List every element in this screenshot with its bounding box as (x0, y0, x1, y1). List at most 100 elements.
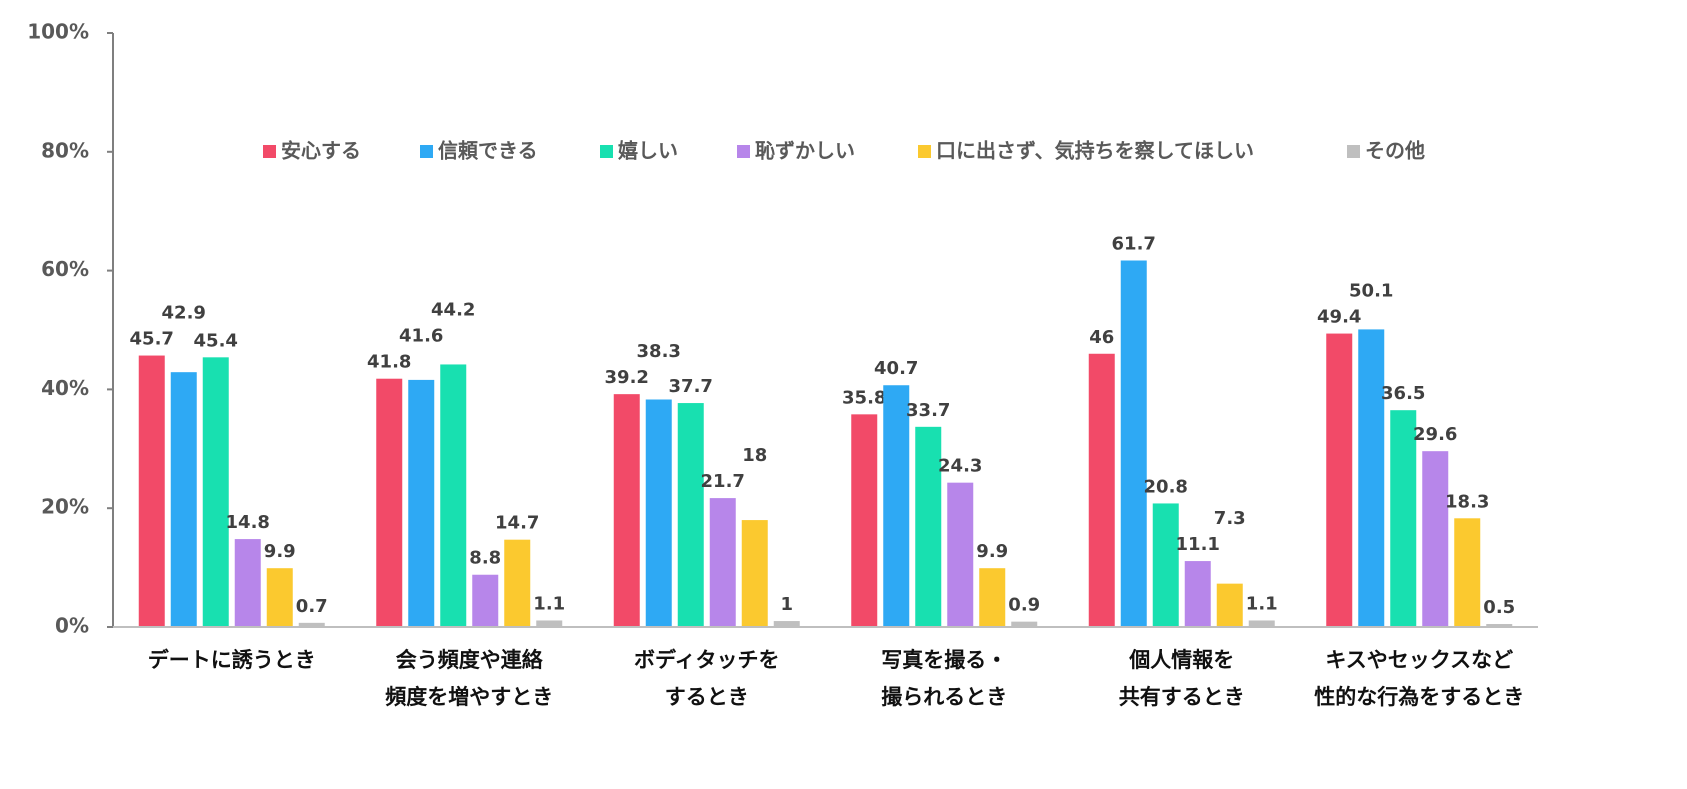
legend-swatch (737, 145, 750, 158)
y-tick-label: 0% (55, 614, 89, 638)
data-label: 8.8 (469, 548, 501, 569)
legend-swatch (1347, 145, 1360, 158)
data-label: 44.2 (431, 300, 475, 321)
data-label: 33.7 (906, 400, 950, 421)
x-tick-label: キスやセックスなど (1325, 648, 1513, 672)
y-tick-label: 40% (41, 376, 89, 400)
bar (741, 520, 768, 627)
legend-swatch (420, 145, 433, 158)
data-label: 61.7 (1112, 234, 1156, 255)
legend-label: 嬉しい (618, 139, 678, 163)
data-label: 1.1 (533, 593, 565, 614)
x-tick-label: するとき (665, 685, 749, 709)
bar (440, 364, 467, 627)
data-label: 0.9 (1008, 595, 1040, 616)
data-label: 20.8 (1144, 476, 1188, 497)
data-label: 14.7 (495, 513, 539, 534)
data-label: 46 (1089, 327, 1114, 348)
bar (1358, 329, 1385, 627)
data-label: 41.6 (399, 326, 443, 347)
bar (851, 414, 878, 627)
y-tick-label: 20% (41, 495, 89, 519)
data-label: 7.3 (1214, 508, 1246, 529)
legend-label: 信頼できる (438, 139, 538, 163)
bar (677, 403, 704, 627)
bar (1454, 518, 1481, 627)
legend-swatch (263, 145, 276, 158)
bar (947, 482, 974, 627)
y-tick-label: 60% (41, 257, 89, 281)
bar (1422, 451, 1449, 627)
y-tick-label: 80% (41, 138, 89, 162)
data-label: 9.9 (976, 541, 1008, 562)
x-tick-label: 頻度を増やすとき (385, 685, 553, 709)
x-tick-label: デートに誘うとき (148, 648, 316, 672)
bar (1152, 503, 1179, 627)
data-label: 21.7 (701, 471, 745, 492)
bar (234, 539, 261, 627)
bar (376, 378, 403, 627)
data-label: 35.8 (842, 387, 886, 408)
data-label: 24.3 (938, 456, 982, 477)
bar (202, 357, 229, 627)
y-tick-label: 100% (27, 20, 89, 44)
x-tick-label: 写真を撮る・ (881, 648, 1007, 672)
bar (504, 539, 531, 627)
data-label: 36.5 (1381, 383, 1425, 404)
data-label: 45.4 (194, 330, 238, 351)
x-tick-label: 撮られるとき (881, 685, 1007, 709)
bar (979, 568, 1006, 627)
data-label: 0.5 (1483, 597, 1515, 618)
legend-label: 恥ずかしい (755, 139, 855, 163)
data-label: 29.6 (1413, 424, 1457, 445)
data-label: 42.9 (162, 303, 206, 324)
bar (1011, 621, 1038, 627)
bar (915, 426, 942, 627)
bar (645, 399, 672, 627)
legend-swatch (918, 145, 931, 158)
x-tick-label: ボディタッチを (634, 648, 780, 672)
data-label: 38.3 (637, 341, 681, 362)
bar (1390, 410, 1417, 627)
data-label: 1.1 (1246, 593, 1278, 614)
bar (170, 372, 197, 627)
data-label: 39.2 (605, 367, 649, 388)
data-label: 14.8 (226, 512, 270, 533)
bar (1486, 624, 1513, 627)
bar (773, 621, 800, 627)
legend-label: 口に出さず、気持ちを察してほしい (936, 139, 1254, 163)
bar (1120, 260, 1147, 627)
legend-label: 安心する (281, 139, 361, 163)
data-label: 11.1 (1176, 534, 1220, 555)
data-label: 18 (742, 445, 767, 466)
data-label: 9.9 (264, 541, 296, 562)
bar (613, 394, 640, 627)
x-tick-label: 個人情報を (1128, 648, 1234, 672)
data-label: 41.8 (367, 352, 411, 373)
data-label: 18.3 (1445, 491, 1489, 512)
x-tick-label: 性的な行為をするとき (1314, 685, 1524, 709)
data-label: 49.4 (1317, 307, 1361, 328)
bar (266, 568, 293, 627)
bar (1216, 583, 1243, 627)
data-label: 1 (780, 594, 793, 615)
x-tick-label: 共有するとき (1119, 685, 1245, 709)
bar (883, 385, 910, 627)
bar (1088, 353, 1115, 627)
legend-label: その他 (1365, 139, 1425, 163)
bar (408, 379, 435, 627)
data-label: 45.7 (130, 329, 174, 350)
bar (1248, 620, 1275, 627)
bar (536, 620, 563, 627)
data-label: 0.7 (296, 596, 328, 617)
data-label: 50.1 (1349, 281, 1393, 302)
bar (138, 355, 165, 627)
bar (709, 498, 736, 627)
data-label: 40.7 (874, 358, 918, 379)
bar (298, 622, 325, 627)
bar (472, 574, 499, 627)
bar (1184, 561, 1211, 627)
data-label: 37.7 (669, 376, 713, 397)
